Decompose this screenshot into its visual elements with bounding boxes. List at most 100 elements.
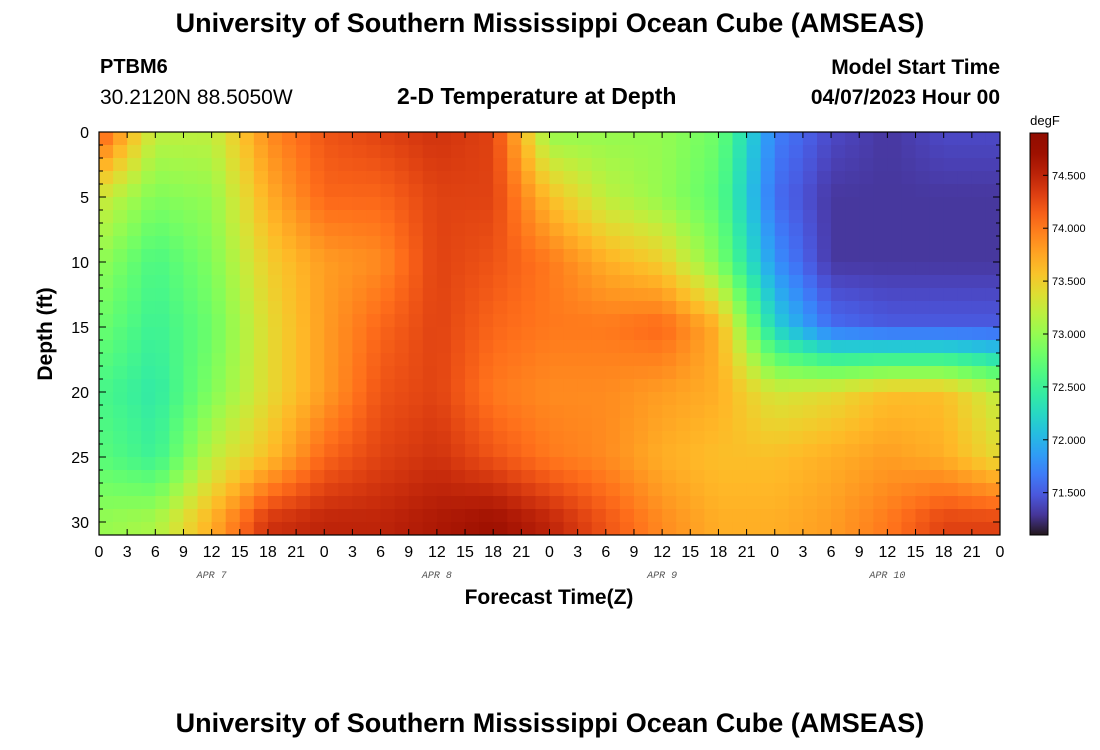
heatmap-cell	[155, 171, 170, 185]
heatmap-cell	[465, 418, 480, 432]
heatmap-cell	[591, 418, 607, 432]
heatmap-cell	[99, 301, 114, 315]
heatmap-cell	[816, 457, 832, 471]
heatmap-cell	[901, 236, 917, 250]
heatmap-cell	[479, 392, 494, 406]
heatmap-cell	[253, 301, 269, 315]
heatmap-cell	[253, 496, 269, 510]
heatmap-cell	[929, 288, 945, 302]
heatmap-cell	[549, 288, 565, 302]
heatmap-cell	[380, 301, 396, 315]
heatmap-cell	[324, 366, 339, 380]
heatmap-cell	[155, 249, 170, 263]
heatmap-cell	[633, 301, 649, 315]
heatmap-cell	[338, 509, 354, 523]
heatmap-cell	[718, 249, 734, 263]
heatmap-cell	[746, 392, 762, 406]
heatmap-cell	[929, 509, 945, 523]
heatmap-cell	[816, 301, 832, 315]
heatmap-cell	[605, 522, 621, 535]
heatmap-cell	[929, 210, 945, 224]
heatmap-cell	[465, 327, 480, 341]
heatmap-cell	[352, 145, 368, 159]
heatmap-cell	[774, 496, 790, 510]
heatmap-cell	[521, 509, 537, 523]
heatmap-cell	[479, 184, 494, 198]
heatmap-cell	[352, 379, 368, 393]
heatmap-cell	[239, 340, 255, 354]
heatmap-cell	[831, 418, 846, 432]
heatmap-cell	[690, 483, 705, 497]
heatmap-cell	[394, 249, 410, 263]
heatmap-cell	[845, 223, 860, 237]
heatmap-cell	[732, 223, 748, 237]
heatmap-cell	[591, 197, 607, 211]
heatmap-cell	[690, 158, 705, 172]
heatmap-cell	[648, 223, 663, 237]
heatmap-cell	[704, 353, 720, 367]
heatmap-cell	[239, 171, 255, 185]
heatmap-cell	[760, 132, 776, 146]
heatmap-cell	[887, 496, 903, 510]
heatmap-cell	[605, 171, 621, 185]
heatmap-cell	[394, 431, 410, 445]
heatmap-cell	[352, 392, 368, 406]
heatmap-cell	[563, 275, 579, 289]
heatmap-cell	[929, 340, 945, 354]
day-label: APR 7	[196, 571, 227, 582]
heatmap-cell	[774, 366, 790, 380]
heatmap-cell	[465, 223, 480, 237]
heatmap-cell	[239, 288, 255, 302]
heatmap-cell	[915, 496, 931, 510]
heatmap-cell	[676, 288, 691, 302]
heatmap-cell	[310, 405, 325, 419]
heatmap-cell	[380, 496, 396, 510]
heatmap-cell	[915, 184, 931, 198]
heatmap-cell	[746, 431, 762, 445]
heatmap-cell	[422, 340, 438, 354]
heatmap-cell	[591, 132, 607, 146]
heatmap-cell	[619, 210, 635, 224]
heatmap-cell	[859, 301, 874, 315]
heatmap-cell	[408, 262, 424, 276]
heatmap-cell	[197, 236, 213, 250]
heatmap-cell	[408, 496, 424, 510]
heatmap-cell	[788, 288, 804, 302]
heatmap-cell	[267, 340, 283, 354]
heatmap-cell	[957, 327, 973, 341]
heatmap-cell	[450, 236, 466, 250]
heatmap-cell	[394, 210, 410, 224]
heatmap-cell	[450, 327, 466, 341]
heatmap-cell	[253, 340, 269, 354]
heatmap-cell	[141, 353, 156, 367]
heatmap-cell	[704, 275, 720, 289]
heatmap-cell	[338, 158, 354, 172]
heatmap-cell	[859, 405, 874, 419]
heatmap-cell	[788, 249, 804, 263]
x-tick-label: 15	[907, 544, 925, 561]
heatmap-cell	[774, 483, 790, 497]
heatmap-cell	[183, 223, 199, 237]
heatmap-cell	[648, 509, 663, 523]
heatmap-cell	[831, 158, 846, 172]
heatmap-cell	[310, 418, 325, 432]
heatmap-cell	[704, 340, 720, 354]
heatmap-cell	[718, 275, 734, 289]
heatmap-cell	[436, 496, 452, 510]
heatmap-cell	[845, 496, 860, 510]
heatmap-cell	[662, 470, 677, 484]
heatmap-cell	[183, 340, 199, 354]
heatmap-cell	[479, 171, 494, 185]
heatmap-cell	[253, 444, 269, 458]
heatmap-cell	[676, 496, 691, 510]
heatmap-cell	[943, 223, 959, 237]
heatmap-cell	[211, 197, 227, 211]
heatmap-cell	[465, 145, 480, 159]
heatmap-cell	[619, 509, 635, 523]
heatmap-cell	[549, 366, 565, 380]
heatmap-cell	[887, 223, 903, 237]
heatmap-cell	[788, 392, 804, 406]
heatmap-cell	[619, 327, 635, 341]
heatmap-cell	[957, 236, 973, 250]
heatmap-cell	[436, 314, 452, 328]
